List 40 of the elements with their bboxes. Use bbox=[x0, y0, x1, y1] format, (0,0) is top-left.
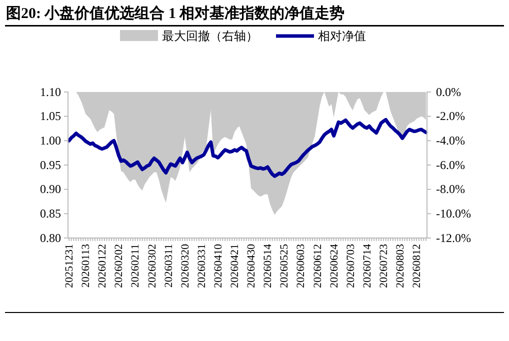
x-tick-label: 20260603 bbox=[295, 244, 308, 288]
x-tick-label: 20260525 bbox=[278, 244, 291, 288]
x-tick-label: 20260421 bbox=[229, 244, 242, 288]
x-tick-label: 20260430 bbox=[246, 244, 258, 288]
y-tick-label: 1.10 bbox=[40, 84, 61, 99]
y-tick-label: 1.05 bbox=[40, 109, 61, 124]
x-tick-label: 20260410 bbox=[212, 244, 224, 288]
y-tick-label: 1.00 bbox=[40, 134, 61, 148]
x-tick-label: 20260211 bbox=[130, 244, 142, 288]
y2-tick-label: 0.0% bbox=[436, 84, 461, 99]
y2-tick-label: -8.0% bbox=[436, 182, 465, 196]
y2-tick-label: -10.0% bbox=[436, 206, 471, 221]
y2-tick-label: -4.0% bbox=[436, 134, 465, 148]
x-tick-label: 20260703 bbox=[344, 244, 357, 288]
x-tick-label: 20260514 bbox=[262, 244, 274, 288]
y-tick-label: 0.95 bbox=[40, 158, 61, 172]
x-tick-label: 20251231 bbox=[64, 244, 76, 288]
legend-label: 相对净值 bbox=[318, 29, 366, 43]
chart-title: 图20: 小盘价值优选组合 1 相对基准指数的净值走势 bbox=[6, 5, 345, 22]
y2-tick-label: -6.0% bbox=[436, 158, 465, 172]
x-tick-label: 20260624 bbox=[328, 244, 340, 288]
x-tick-label: 20260723 bbox=[378, 244, 390, 288]
x-tick-label: 20260122 bbox=[96, 244, 109, 288]
x-tick-label: 20260331 bbox=[196, 244, 208, 288]
y-tick-label: 0.80 bbox=[40, 230, 61, 245]
x-tick-label: 20260302 bbox=[146, 244, 158, 288]
x-tick-label: 20260202 bbox=[113, 244, 126, 288]
y2-tick-label: -12.0% bbox=[436, 230, 471, 245]
x-tick-label: 20260320 bbox=[179, 244, 192, 288]
x-tick-label: 20260803 bbox=[394, 244, 407, 288]
x-tick-label: 20260311 bbox=[162, 244, 175, 288]
x-tick-label: 20260113 bbox=[80, 244, 92, 288]
x-tick-label: 20260812 bbox=[411, 244, 424, 288]
legend-label: 最大回撤（右轴） bbox=[162, 29, 258, 43]
line-series bbox=[67, 118, 428, 178]
y-tick-label: 0.85 bbox=[40, 206, 61, 221]
x-tick-label: 20260612 bbox=[312, 244, 324, 288]
y2-tick-label: -2.0% bbox=[436, 109, 465, 124]
x-tick-label: 20260714 bbox=[361, 244, 374, 288]
y-tick-label: 0.90 bbox=[40, 182, 61, 196]
